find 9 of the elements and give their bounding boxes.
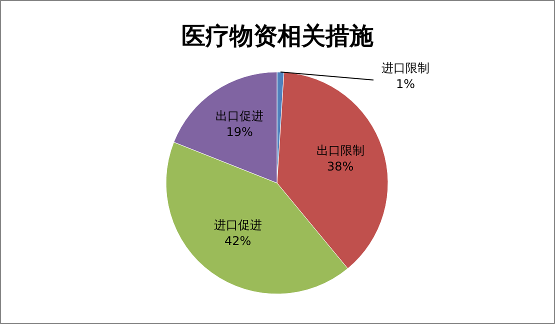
- slice-label: 进口促进: [214, 218, 262, 232]
- data-label: 38%: [327, 159, 354, 174]
- slice-label: 出口限制: [316, 143, 364, 158]
- slice-label: 出口促进: [216, 108, 264, 123]
- slice-label: 进口限制: [381, 61, 430, 75]
- chart-title: 医疗物资相关措施: [182, 21, 374, 50]
- data-label: 1%: [396, 77, 416, 91]
- data-label: 42%: [224, 234, 252, 248]
- data-label: 19%: [226, 124, 253, 139]
